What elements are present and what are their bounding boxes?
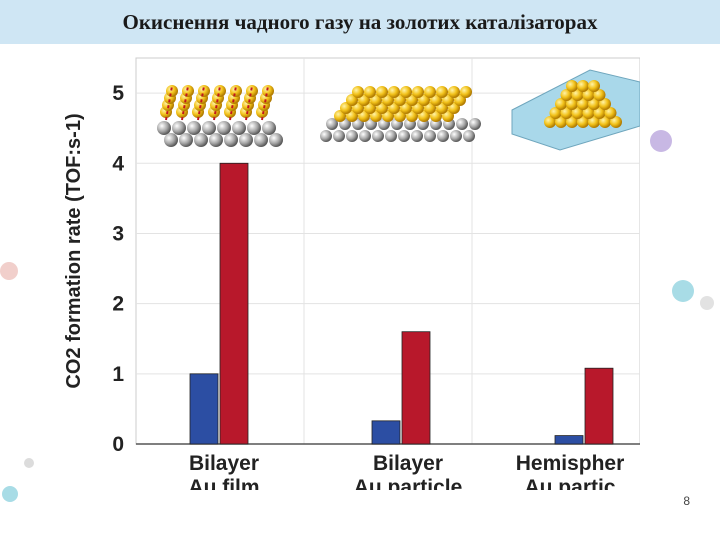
y-tick-label: 4 [112, 152, 124, 175]
x-category-label-2-line2: Au particle [354, 476, 463, 490]
bar-series2-category2 [401, 331, 431, 445]
bar-series1-category2 [371, 420, 401, 445]
bar-series1-category1 [189, 373, 219, 445]
slide-title: Окиснення чадного газу на золотих каталі… [122, 9, 598, 34]
molecule-decoration-right-teal [672, 280, 694, 302]
x-category-label-3-line1: Hemispher [516, 452, 625, 475]
y-tick-label: 5 [112, 82, 124, 105]
slide-title-bar: Окиснення чадного газу на золотих каталі… [0, 0, 720, 44]
bars [189, 162, 614, 445]
y-tick-label: 1 [112, 363, 124, 386]
molecule-decoration-right-gray [700, 296, 714, 310]
y-tick-label: 3 [112, 222, 124, 245]
bilayer-particle-illustration [320, 86, 481, 142]
page-number: 8 [683, 494, 690, 508]
molecule-decoration-left-gray [24, 458, 34, 468]
y-tick-label: 0 [112, 433, 124, 456]
hemispherical-particle-illustration [511, 69, 641, 151]
molecule-decoration-left-pink [0, 262, 18, 280]
bar-series2-category3 [584, 367, 614, 445]
y-tick-labels: 0 1 2 3 4 5 [112, 82, 124, 456]
y-axis-label: CO2 formation rate (TOF:s-1) [63, 113, 85, 388]
bilayer-film-illustration [157, 85, 283, 147]
molecule-decoration-left-teal [2, 486, 18, 502]
x-category-label-3-line2: Au partic [524, 476, 615, 490]
molecule-decoration-right-purple [650, 130, 672, 152]
x-category-label-1-line1: Bilayer [189, 452, 259, 475]
y-tick-label: 2 [112, 293, 124, 316]
bar-series2-category1 [219, 162, 249, 445]
x-category-label-2-line1: Bilayer [373, 452, 443, 475]
bar-series1-category3 [554, 435, 584, 445]
x-category-label-1-line2: Au film [188, 476, 259, 490]
